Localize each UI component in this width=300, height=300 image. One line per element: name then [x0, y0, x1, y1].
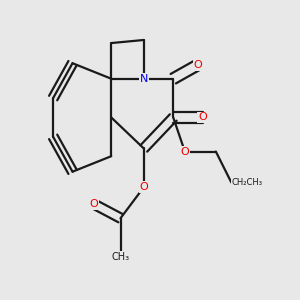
Text: O: O: [194, 60, 203, 70]
Text: N: N: [140, 74, 148, 84]
Text: O: O: [140, 182, 148, 192]
Text: CH₃: CH₃: [112, 252, 130, 262]
Text: O: O: [198, 112, 207, 122]
Text: CH₂CH₃: CH₂CH₃: [231, 178, 262, 187]
Text: O: O: [181, 146, 189, 157]
Text: O: O: [90, 199, 99, 209]
